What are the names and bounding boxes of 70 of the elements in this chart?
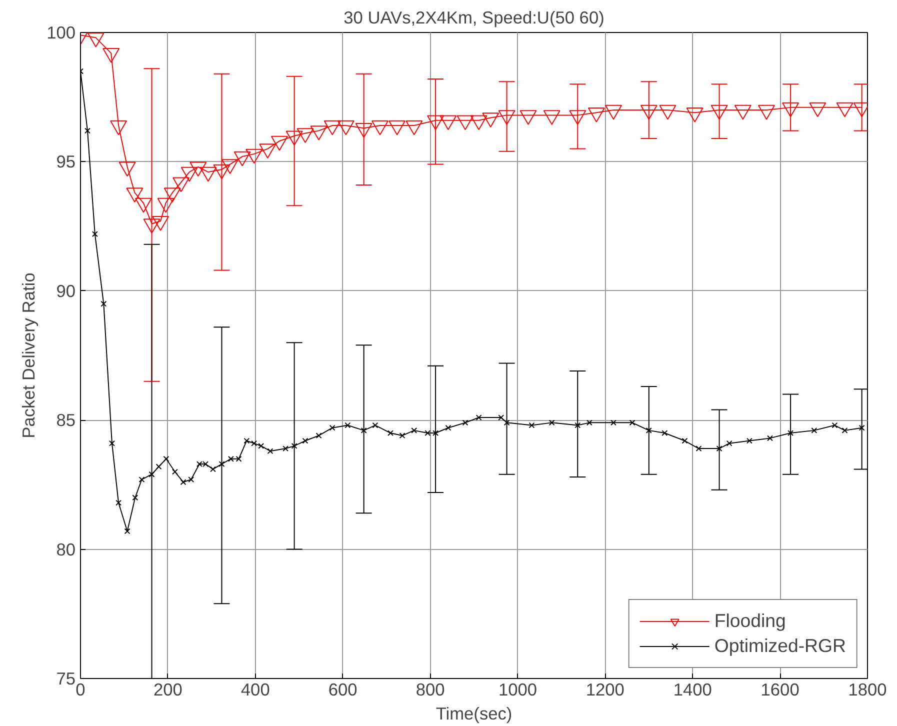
point [569, 110, 586, 125]
point [246, 148, 263, 164]
point [324, 120, 341, 136]
x-tick-label: 1600 [760, 680, 800, 700]
point [758, 104, 775, 120]
y-axis-title: Packet Delivery Ratio [18, 272, 39, 438]
point [686, 107, 704, 122]
x-tick-label: 200 [153, 680, 182, 700]
point [164, 188, 181, 202]
point [118, 162, 136, 177]
x-tick-label: 1400 [673, 680, 712, 700]
x-tick-label: 400 [240, 680, 270, 700]
point [200, 166, 217, 182]
point [836, 102, 854, 118]
point [456, 115, 474, 130]
point [152, 216, 170, 231]
x-tick-label: 600 [328, 680, 358, 700]
x-tick-label: 1800 [848, 680, 887, 700]
x-tick-label: 0 [76, 680, 86, 700]
point [270, 136, 288, 151]
point [440, 115, 457, 130]
point [157, 198, 174, 213]
point [296, 128, 314, 144]
point [172, 177, 190, 192]
point [520, 110, 537, 125]
point [482, 112, 500, 128]
point [710, 104, 728, 120]
point [310, 126, 328, 140]
point [659, 104, 676, 120]
y-tick-label: 90 [56, 280, 76, 301]
point [498, 110, 516, 125]
point [213, 164, 230, 180]
y-tick-label: 100 [46, 22, 76, 42]
point [110, 120, 128, 136]
point [355, 122, 372, 138]
point [134, 198, 152, 213]
x-axis-title: Time(sec) [436, 704, 512, 724]
point [406, 120, 423, 136]
point [234, 151, 251, 166]
point [809, 102, 826, 118]
point [640, 104, 658, 120]
point [87, 32, 104, 48]
x-tick-label: 1000 [498, 680, 538, 700]
y-tick-label: 85 [56, 410, 76, 430]
x-tick-label: 800 [416, 680, 445, 700]
x-tick-label: 1200 [586, 680, 624, 700]
y-tick-label: 75 [56, 668, 76, 688]
point [259, 144, 276, 159]
point [222, 159, 239, 174]
y-tick-label: 80 [56, 539, 76, 560]
point [782, 102, 800, 118]
point [470, 115, 488, 130]
point [190, 162, 207, 177]
point [427, 115, 444, 130]
point [180, 166, 198, 182]
point [143, 218, 160, 234]
point [371, 120, 388, 136]
chart-title: 30 UAVs,2X4Km, Speed:U(50 60) [344, 8, 604, 28]
point [604, 104, 622, 120]
point [388, 120, 406, 136]
legend-label: Optimized-RGR [714, 635, 846, 657]
point [102, 48, 120, 63]
point [126, 188, 144, 202]
point [588, 107, 605, 122]
point [734, 104, 752, 120]
y-tick-label: 95 [56, 152, 76, 172]
point [286, 130, 303, 146]
point [543, 110, 560, 125]
point [337, 120, 354, 136]
legend-label: Flooding [714, 610, 786, 632]
